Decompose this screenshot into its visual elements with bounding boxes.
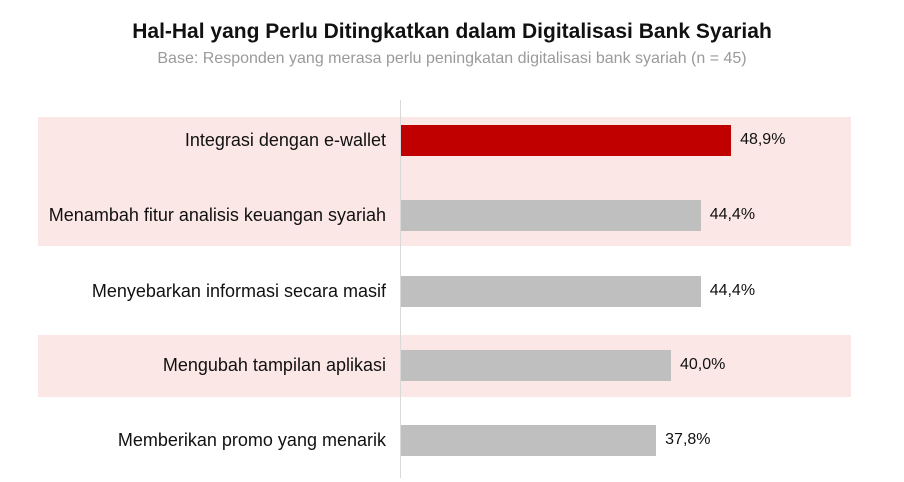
category-label: Menambah fitur analisis keuangan syariah: [48, 205, 386, 225]
data-label: 44,4%: [709, 282, 756, 299]
bar: [401, 349, 671, 381]
category-label: Menyebarkan informasi secara masif: [91, 281, 386, 301]
bar: [401, 124, 732, 156]
data-label: 40,0%: [680, 356, 726, 373]
chart-title: Hal-Hal yang Perlu Ditingkatkan dalam Di…: [132, 20, 772, 43]
bar: [401, 275, 701, 307]
category-label: Memberikan promo yang menarik: [117, 430, 386, 450]
data-label: 44,4%: [709, 206, 756, 223]
data-label: 48,9%: [740, 131, 786, 148]
category-axis-line: [400, 100, 401, 478]
category-label: Mengubah tampilan aplikasi: [162, 355, 386, 375]
chart-subtitle: Base: Responden yang merasa perlu pening…: [157, 50, 747, 67]
data-label: 37,8%: [665, 431, 711, 448]
bar: [401, 199, 701, 231]
category-label: Integrasi dengan e-wallet: [184, 130, 386, 150]
bar: [401, 424, 657, 456]
